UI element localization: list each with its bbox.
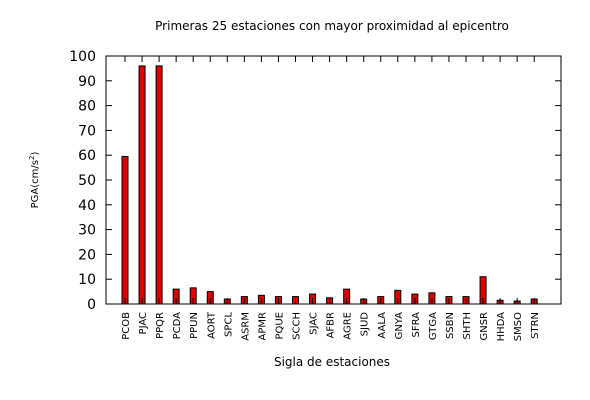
bar-ppqr (155, 65, 163, 305)
plot-frame (105, 55, 562, 305)
x-tick-label-afbr: AFBR (326, 312, 337, 338)
x-tick-label-ppqr: PPQR (155, 312, 166, 339)
y-axis-label-superscript: 2 (28, 156, 36, 160)
x-tick-label-pjac: PJAC (138, 312, 149, 334)
x-tick-label-scch: SCCH (292, 312, 303, 340)
y-axis: 0 10 20 30 40 50 60 70 80 90 100 (69, 49, 561, 313)
y-axis-label: PGA(cm/s2) (28, 152, 41, 209)
x-tick-label-aort: AORT (206, 311, 217, 339)
x-tick-label-gnsr: GNSR (479, 312, 490, 341)
y-axis-label-end: ) (30, 152, 41, 156)
x-tick-label-gnya: GNYA (394, 312, 405, 340)
y-tick-label: 0 (87, 297, 96, 313)
y-tick-label: 60 (78, 148, 96, 164)
y-axis-label-main: PGA(cm/s (30, 160, 41, 208)
chart-title: Primeras 25 estaciones con mayor proximi… (155, 19, 509, 33)
x-tick-label-hhda: HHDA (496, 312, 507, 342)
y-tick-label: 30 (78, 223, 96, 239)
x-tick-label-shth: SHTH (462, 312, 473, 340)
x-tick-label-pcda: PCDA (172, 312, 183, 340)
x-tick-label-pcob: PCOB (121, 312, 132, 340)
x-tick-label-spcl: SPCL (223, 312, 234, 337)
x-tick-label-strn: STRN (530, 312, 541, 339)
x-tick-label-agre: AGRE (343, 312, 354, 340)
bar-pjac (138, 65, 146, 305)
y-tick-label: 10 (78, 272, 96, 288)
x-tick-label-ppun: PPUN (189, 312, 200, 339)
x-tick-label-sfra: SFRA (411, 312, 422, 338)
x-tick-label-apmr: APMR (257, 312, 268, 340)
y-tick-label: 100 (69, 49, 96, 65)
y-tick-label: 80 (78, 99, 96, 115)
x-tick-label-sjac: SJAC (309, 312, 320, 335)
x-tick-label-gtga: GTGA (428, 312, 439, 340)
x-tick-label-aala: AALA (377, 312, 388, 339)
x-tick-label-smso: SMSO (513, 312, 524, 341)
y-tick-label: 50 (78, 173, 96, 189)
x-axis: PCOB PJAC PPQR PCDA PPUN AORT SPCL ASRM APMR PQUE… (121, 56, 541, 341)
x-tick-label-pque: PQUE (274, 312, 285, 340)
x-tick-label-sjud: SJUD (360, 312, 371, 337)
bar-pcob (121, 155, 129, 305)
y-tick-label: 20 (78, 247, 96, 263)
x-axis-label: Sigla de estaciones (274, 355, 390, 369)
y-tick-label: 40 (78, 198, 96, 214)
x-tick-label-ssbn: SSBN (445, 312, 456, 339)
x-tick-label-asrm: ASRM (240, 312, 251, 341)
bar-series (121, 65, 538, 305)
y-tick-label: 70 (78, 123, 96, 139)
y-tick-label: 90 (78, 74, 96, 90)
